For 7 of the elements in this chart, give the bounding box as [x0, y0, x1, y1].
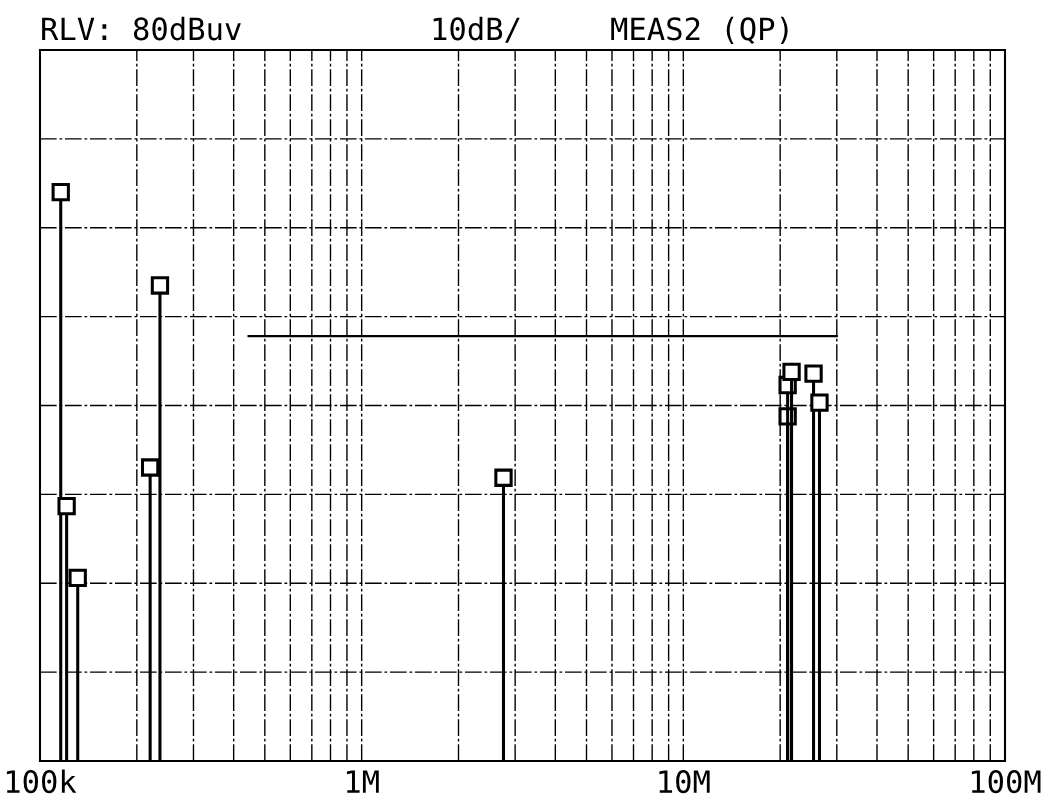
- chart-title: RLV: 80dBuv: [42, 16, 241, 41]
- x-tick-label: 100k: [6, 769, 77, 794]
- text: MEAS2 (QP): [611, 16, 788, 45]
- x-tick-label: 1M: [346, 770, 379, 793]
- x-tick-label: 100M: [971, 770, 1041, 794]
- x-tick-label: 10M: [659, 770, 710, 794]
- text: 10dB/: [433, 16, 520, 43]
